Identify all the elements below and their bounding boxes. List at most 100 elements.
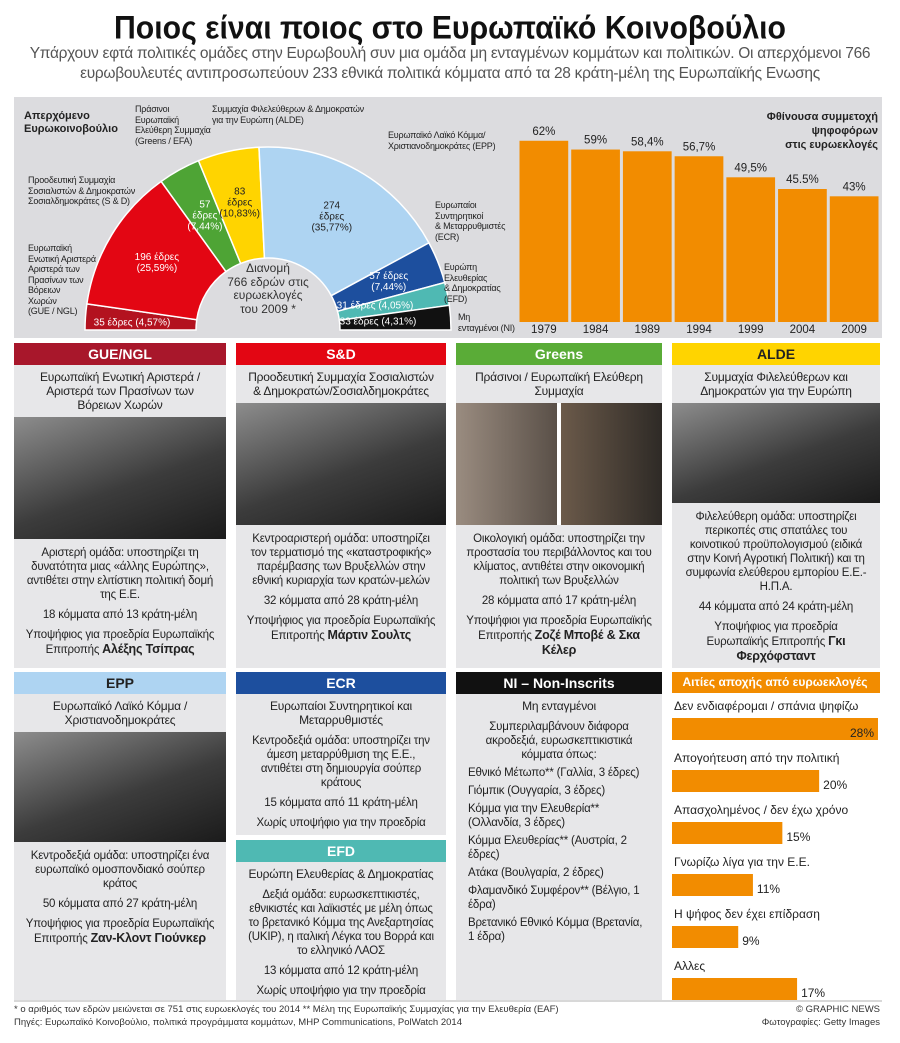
group-name: Ευρωπαίοι Συντηρητικοί και Μεταρρυθμιστέ… (269, 699, 413, 727)
chart-title: Απερχόμενο Ευρωκοινοβούλιο (24, 110, 118, 135)
photo-placeholder (456, 403, 662, 525)
segment-label: 35 έδρες (4,57%) (93, 317, 171, 329)
photo-placeholder (672, 403, 880, 503)
reason-label: Απογοήτευση από την πολιτική (674, 751, 839, 765)
group-description: Συμπεριλαμβάνουν διάφορα ακροδεξιά, ευρω… (485, 721, 633, 761)
candidate (456, 944, 662, 950)
reason-label: Αλλες (674, 959, 705, 973)
group-stats: 15 κόμματα από 11 κράτη-μέλη (264, 797, 418, 809)
candidate-label: Χωρίς υποψήφιο για την προεδρία (256, 985, 426, 997)
group-name: Προοδευτική Συμμαχία Σοσιαλιστών & Δημοκ… (248, 370, 434, 398)
segment-label: 33 έδρες (4,31%) (339, 316, 417, 328)
candidate: Υποψήφιος για προεδρία Ευρωπαϊκής Επιτρο… (14, 911, 226, 946)
bar-value-label: 58,4% (631, 136, 664, 148)
bar-value-label: 17% (801, 986, 825, 1000)
candidate-label: Υποψήφιος για προεδρία Ευρωπαϊκής Επιτρο… (25, 629, 215, 656)
subtitle: Υπάρχουν εφτά πολιτικές ομάδες στην Ευρω… (29, 45, 871, 82)
turnout-bar (571, 149, 620, 322)
segment-label: 57 έδρες (7,44%) (369, 270, 409, 293)
candidate: Υποψήφιος για προεδρία Ευρωπαϊκής Επιτρο… (672, 614, 880, 664)
segment-label: 31 έδρες (4,05%) (336, 300, 414, 312)
reason-bar (672, 874, 753, 896)
group-panel: EFD Ευρώπη Ελευθερίας & Δημοκρατίας Δεξιά … (236, 840, 446, 1000)
turnout-bar (829, 196, 879, 322)
candidate-name: Ζοζέ Μποβέ & Σκα Κέλερ (534, 628, 640, 657)
chart-title: Φθίνουσα συμμετοχή ψηφοφόρων στις ευρωεκ… (766, 111, 878, 151)
photo-placeholder (14, 417, 226, 539)
group-name: Συμμαχία Φιλελεύθερων και Δημοκρατών για… (700, 370, 852, 398)
group-description: Οικολογική ομάδα: υποστηρίζει την προστα… (466, 533, 652, 587)
group-description: Αριστερή ομάδα: υποστηρίζει τη δυνατότητ… (26, 547, 214, 601)
group-name: Ευρωπαϊκό Λαϊκό Κόμμα / Χριστιανοδημοκρά… (52, 699, 188, 727)
bar-value-label: 45.5% (786, 174, 819, 186)
group-stats: 18 κόμματα από 13 κράτη-μέλη (42, 609, 198, 621)
panel-header: Greens (456, 343, 662, 365)
candidate-name: Γκι Φερχόφσταντ (736, 634, 846, 663)
group-panel: ALDE Συμμαχία Φιλελεύθερων και Δημοκρατών… (672, 343, 880, 668)
candidate-label: Υποψήφιος για προεδρία Ευρωπαϊκής Επιτρο… (25, 918, 215, 945)
bar-value-label: 56,7% (683, 141, 716, 153)
group-description: Κεντροαριστερή ομάδα: υποστηρίζει τον τε… (250, 533, 432, 587)
group-label: Ευρωπαϊκή Ενωτική Αριστερά Αριστερά των … (28, 243, 96, 316)
x-tick-label: 2004 (790, 324, 816, 336)
bar-value-label: 59% (584, 135, 607, 147)
photo-placeholder (236, 403, 446, 525)
footnotes: * ο αριθμός των εδρών μειώνεται σε 751 σ… (14, 1004, 559, 1015)
x-tick-label: 1989 (634, 324, 660, 336)
reason-bar (672, 718, 878, 740)
group-name: Πράσινοι / Ευρωπαϊκή Ελεύθερη Συμμαχία (475, 370, 643, 398)
reason-label: Η ψήφος δεν έχει επίδραση (674, 907, 820, 921)
group-panel: EPP Ευρωπαϊκό Λαϊκό Κόμμα / Χριστιανοδημο… (14, 672, 226, 1000)
segment-label: 196 έδρες (25,59%) (134, 251, 180, 274)
reason-bar (672, 978, 798, 1000)
segment-label: 83 έδρες (10,83%) (219, 186, 260, 220)
candidate-label: Υποψήφιοι για προεδρία Ευρωπαϊκής Επιτρο… (466, 615, 652, 642)
group-stats: 32 κόμματα από 28 κράτη-μέλη (263, 595, 419, 607)
candidate: Χωρίς υποψήφιο για την προεδρία (236, 978, 446, 998)
group-description: Κεντροδεξιά ομάδα: υποστηρίζει την άμεση… (252, 735, 430, 789)
credit: © GRAPHIC NEWS (795, 1004, 880, 1015)
turnout-bar (726, 177, 776, 322)
party-item: Εθνικό Μέτωπο** (Γαλλία, 3 έδρες) (468, 767, 640, 779)
candidate-name: Αλέξης Τσίπρας (102, 642, 195, 656)
reason-label: Δεν ενδιαφέρομαι / σπάνια ψηφίζω (674, 699, 858, 713)
candidate-name: Μάρτιν Σουλτς (327, 628, 412, 642)
x-tick-label: 1994 (686, 324, 712, 336)
group-label: Ευρωπαίοι Συντηρητικοί & Μεταρρυθμιστές … (435, 200, 506, 242)
group-stats: 50 κόμματα από 27 κράτη-μέλη (42, 898, 198, 910)
group-label: Προοδευτική Συμμαχία Σοσιαλιστών & Δημοκ… (28, 175, 136, 206)
candidate-name: Ζαν-Κλοντ Γιούνκερ (90, 931, 207, 945)
seat-segment (258, 146, 430, 297)
x-tick-label: 2009 (841, 324, 867, 336)
reason-label: Γνωρίζω λίγα για την Ε.Ε. (674, 855, 810, 869)
turnout-bar (622, 151, 672, 322)
panel-header: S&D (236, 343, 446, 365)
reason-label: Απασχολημένος / δεν έχω χρόνο (674, 803, 848, 817)
group-label: Πράσινοι Ευρωπαϊκή Ελεύθερη Συμμαχία (Gr… (135, 104, 211, 146)
chart-header (672, 672, 880, 693)
chart-title: Αιτίες αποχής από ευρωεκλογές (683, 675, 868, 689)
group-panel: S&D Προοδευτική Συμμαχία Σοσιαλιστών & Δη… (236, 343, 446, 668)
bar-value-label: 43% (843, 181, 866, 193)
group-name: Ευρωπαϊκή Ενωτική Αριστερά / Αριστερά τω… (39, 370, 201, 412)
group-panel: Greens Πράσινοι / Ευρωπαϊκή Ελεύθερη Συμμ… (456, 343, 662, 668)
candidate: Υποψήφιος για προεδρία Ευρωπαϊκής Επιτρο… (14, 622, 226, 657)
bar-value-label: 15% (786, 830, 810, 844)
party-item: Κόμμα Ελευθερίας** (Αυστρία, 2 έδρες) (468, 835, 627, 861)
group-stats: 13 κόμματα από 12 κράτη-μέλη (263, 965, 419, 977)
panel-header: NI – Non-Inscrits (456, 672, 662, 694)
group-description: Κεντροδεξιά ομάδα: υποστηρίζει ένα ευρωπ… (30, 850, 210, 890)
panel-header: EFD (236, 840, 446, 862)
candidate-label: Υποψήφιος για προεδρία Ευρωπαϊκής Επιτρο… (246, 615, 436, 642)
segment-label: 57 έδρες (7,44%) (187, 199, 223, 233)
candidate: Υποψήφιοι για προεδρία Ευρωπαϊκής Επιτρο… (456, 608, 662, 658)
turnout-bar (778, 189, 827, 322)
reason-bar (672, 926, 739, 948)
group-label: Συμμαχία Φιλελεύθερων & Δημοκρατών για τ… (212, 104, 364, 125)
candidate-label: Χωρίς υποψήφιο για την προεδρία (256, 817, 426, 829)
panel-header: GUE/NGL (14, 343, 226, 365)
bar-value-label: 9% (742, 934, 760, 948)
panel-header: ALDE (672, 343, 880, 365)
